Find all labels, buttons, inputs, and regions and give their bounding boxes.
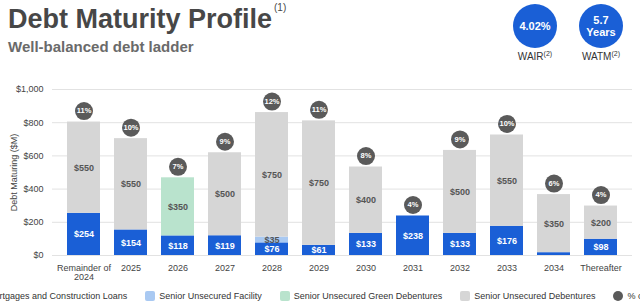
svg-text:11%: 11% bbox=[312, 105, 327, 114]
svg-text:$254: $254 bbox=[74, 229, 94, 239]
svg-text:11%: 11% bbox=[77, 106, 92, 115]
html-text:4.02%: 4.02% bbox=[519, 20, 551, 32]
html-text:5.7 Years: 5.7 Years bbox=[586, 14, 616, 38]
svg-text:12%: 12% bbox=[264, 97, 279, 106]
svg-text:$550: $550 bbox=[497, 176, 517, 186]
svg-text:2034: 2034 bbox=[544, 263, 564, 273]
svg-text:$400: $400 bbox=[23, 184, 43, 194]
html-text:Senior Unsecured Debentures: Senior Unsecured Debentures bbox=[474, 291, 596, 301]
svg-text:$500: $500 bbox=[450, 187, 470, 197]
svg-text:$800: $800 bbox=[23, 118, 43, 128]
svg-text:$119: $119 bbox=[215, 241, 235, 251]
svg-text:6%: 6% bbox=[549, 179, 560, 188]
svg-text:$500: $500 bbox=[215, 189, 235, 199]
svg-text:2025: 2025 bbox=[121, 263, 141, 273]
html-text:WAIR(2): WAIR(2) bbox=[517, 50, 553, 63]
svg-text:2031: 2031 bbox=[403, 263, 423, 273]
svg-text:8%: 8% bbox=[361, 151, 372, 160]
svg-text:$61: $61 bbox=[311, 245, 326, 255]
svg-text:$550: $550 bbox=[74, 163, 94, 173]
svg-text:$238: $238 bbox=[403, 231, 423, 241]
svg-text:2030: 2030 bbox=[356, 263, 376, 273]
svg-text:4%: 4% bbox=[408, 200, 419, 209]
svg-text:2027: 2027 bbox=[215, 263, 235, 273]
svg-text:$600: $600 bbox=[23, 151, 43, 161]
html-text:Senior Unsecured Green Debentu: Senior Unsecured Green Debentures bbox=[293, 291, 443, 301]
svg-text:$400: $400 bbox=[356, 195, 376, 205]
svg-text:$550: $550 bbox=[121, 179, 141, 189]
svg-text:$176: $176 bbox=[497, 236, 517, 246]
html-text:WATM(2): WATM(2) bbox=[582, 50, 620, 63]
svg-text:$133: $133 bbox=[450, 239, 470, 249]
svg-text:$350: $350 bbox=[168, 202, 188, 212]
svg-text:$35: $35 bbox=[264, 235, 279, 245]
html-text:Senior Unsecured Facility: Senior Unsecured Facility bbox=[159, 291, 262, 301]
svg-text:$750: $750 bbox=[309, 178, 329, 188]
svg-text:$750: $750 bbox=[262, 170, 282, 180]
svg-text:$154: $154 bbox=[121, 238, 141, 248]
svg-text:10%: 10% bbox=[123, 123, 138, 132]
svg-text:4%: 4% bbox=[596, 190, 607, 199]
svg-text:$350: $350 bbox=[544, 219, 564, 229]
svg-text:$200: $200 bbox=[591, 218, 611, 228]
svg-text:$200: $200 bbox=[23, 217, 43, 227]
svg-text:$118: $118 bbox=[168, 241, 188, 251]
html-text:Debt Maturity Profile: Debt Maturity Profile bbox=[8, 4, 272, 34]
svg-text:$133: $133 bbox=[356, 239, 376, 249]
svg-text:$98: $98 bbox=[593, 242, 608, 252]
svg-text:7%: 7% bbox=[173, 162, 184, 171]
svg-text:2029: 2029 bbox=[309, 263, 329, 273]
svg-text:10%: 10% bbox=[499, 119, 514, 128]
svg-text:Debt Maturing ($M): Debt Maturing ($M) bbox=[9, 134, 19, 212]
svg-text:2026: 2026 bbox=[168, 263, 188, 273]
svg-text:$0: $0 bbox=[33, 250, 43, 260]
html-text:(1): (1) bbox=[274, 2, 287, 13]
svg-text:9%: 9% bbox=[455, 135, 466, 144]
svg-text:$76: $76 bbox=[264, 244, 279, 254]
svg-text:2032: 2032 bbox=[450, 263, 470, 273]
svg-text:Remainder of2024: Remainder of2024 bbox=[57, 263, 112, 282]
svg-text:2028: 2028 bbox=[262, 263, 282, 273]
svg-text:9%: 9% bbox=[220, 137, 231, 146]
svg-text:2033: 2033 bbox=[497, 263, 517, 273]
svg-text:$1,000: $1,000 bbox=[16, 84, 44, 94]
svg-text:Thereafter: Thereafter bbox=[580, 263, 622, 273]
html-text:Well-balanced debt ladder: Well-balanced debt ladder bbox=[8, 38, 194, 55]
